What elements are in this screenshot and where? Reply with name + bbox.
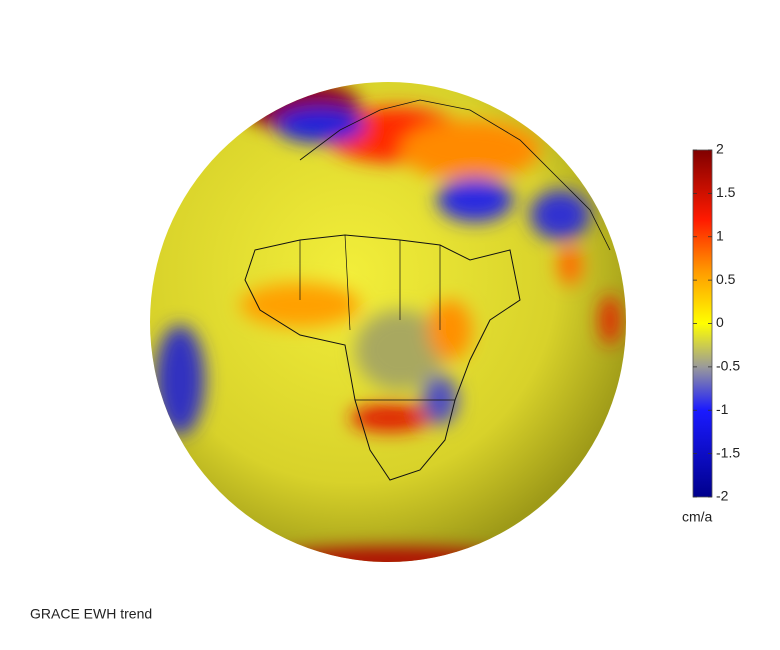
tick-label: 1 [716,227,724,243]
colorbar: -2 -1.5 -1 -0.5 0 0.5 1 1.5 2 cm/a [682,141,740,525]
tick-label: -0.5 [716,358,740,374]
tick-label: -2 [716,488,729,504]
caption: GRACE EWH trend [30,606,152,622]
tick-label: 1.5 [716,184,736,200]
colorbar-label: cm/a [682,509,713,525]
tick-label: 2 [716,141,724,157]
tick-label: 0.5 [716,271,736,287]
globe [150,82,626,562]
tick-label: 0 [716,314,724,330]
tick-label: -1.5 [716,444,740,460]
colorbar-ticks: -2 -1.5 -1 -0.5 0 0.5 1 1.5 2 [693,141,740,504]
tick-label: -1 [716,401,729,417]
